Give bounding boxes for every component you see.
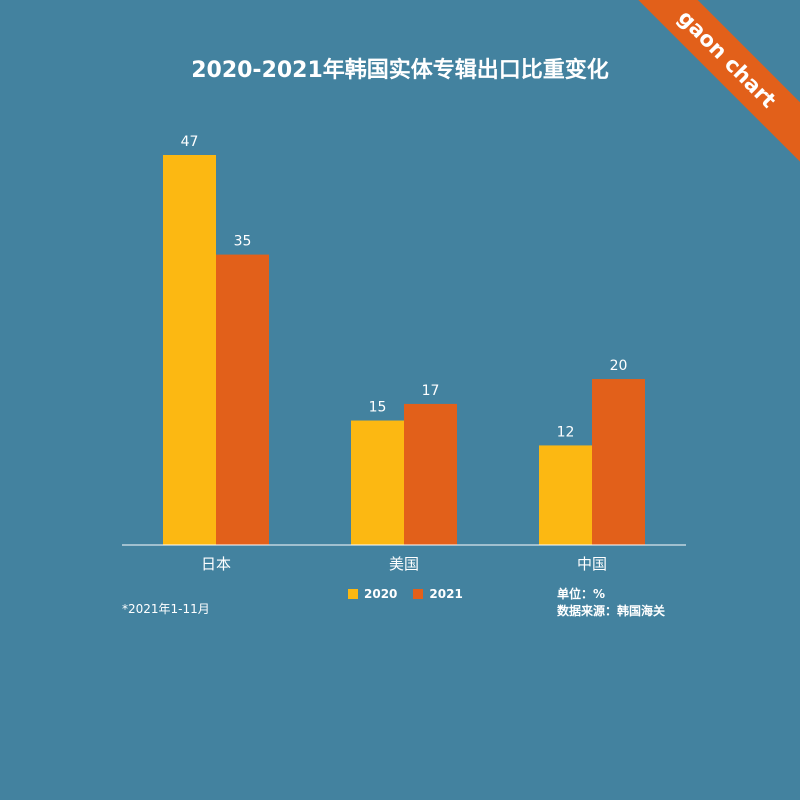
bar-中国-2020 bbox=[539, 445, 592, 545]
bar-日本-2020 bbox=[163, 155, 216, 545]
category-label-日本: 日本 bbox=[201, 555, 231, 573]
legend-label-2020: 2020 bbox=[364, 587, 398, 601]
value-label-日本-2021: 35 bbox=[234, 234, 252, 250]
value-labels-group: 47 35 15 17 12 20 bbox=[181, 134, 628, 440]
legend-item-2021: 2021 bbox=[413, 587, 463, 601]
bar-美国-2021 bbox=[404, 403, 457, 545]
legend-item-2020: 2020 bbox=[348, 587, 397, 601]
value-label-美国-2021: 17 bbox=[422, 383, 440, 399]
unit-label: 单位：% bbox=[557, 587, 606, 601]
bars-group bbox=[163, 155, 645, 545]
legend-label-2021: 2021 bbox=[429, 587, 463, 601]
source-label: 数据来源：韩国海关 bbox=[557, 604, 666, 618]
bar-中国-2021 bbox=[592, 379, 645, 545]
value-label-日本-2020: 47 bbox=[181, 134, 199, 150]
legend: 2020 2021 bbox=[348, 587, 463, 601]
chart-title: 2020-2021年韩国实体专辑出口比重变化 bbox=[191, 58, 609, 83]
value-label-美国-2020: 15 bbox=[369, 400, 387, 416]
category-label-中国: 中国 bbox=[577, 555, 607, 573]
category-label-美国: 美国 bbox=[389, 555, 419, 573]
value-label-中国-2021: 20 bbox=[610, 358, 628, 374]
value-label-中国-2020: 12 bbox=[557, 424, 575, 440]
bar-日本-2021 bbox=[216, 254, 269, 545]
source-block: 单位：% 数据来源：韩国海关 bbox=[557, 586, 665, 620]
bar-美国-2020 bbox=[351, 420, 404, 545]
legend-swatch-2021 bbox=[413, 589, 424, 599]
footnote: *2021年1-11月 bbox=[122, 602, 210, 616]
legend-swatch-2020 bbox=[348, 589, 358, 599]
category-labels-group: 日本 美国 中国 bbox=[201, 555, 607, 573]
